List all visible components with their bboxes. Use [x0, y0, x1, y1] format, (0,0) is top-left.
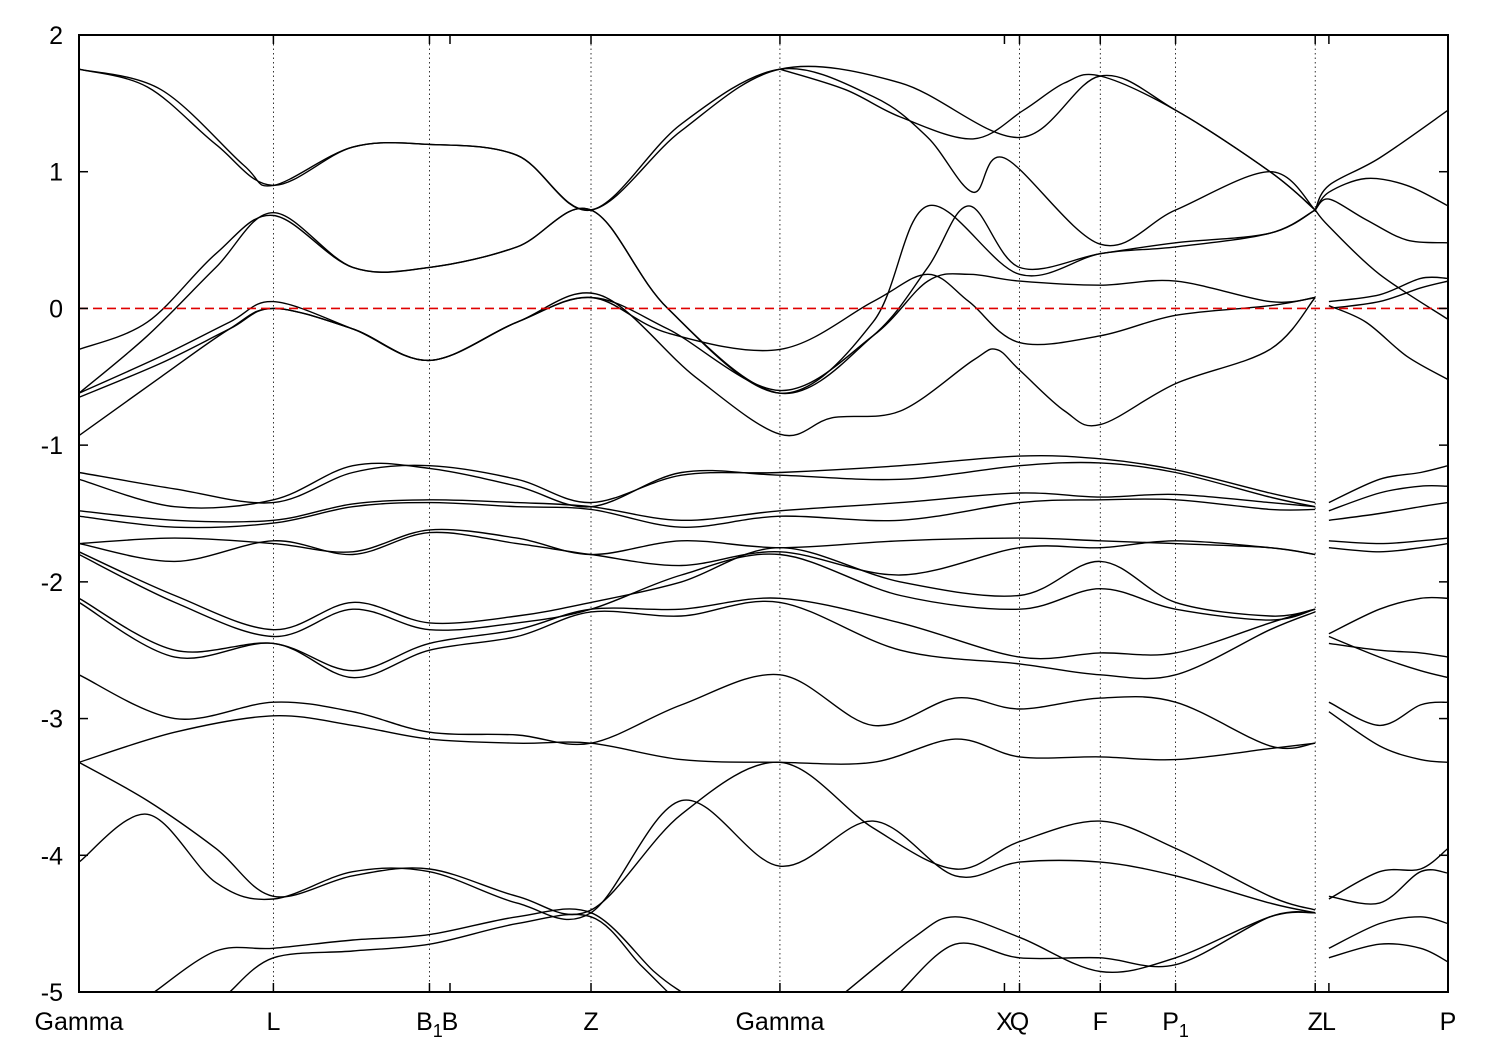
kpoint-label: Gamma: [35, 1008, 124, 1036]
band-line-1: [79, 67, 1316, 247]
kpoint-label-text: Gamma: [35, 1008, 124, 1036]
band-line-22: [79, 546, 1316, 631]
kpoint-label-subscript: 1: [1179, 1021, 1189, 1041]
kpoint-label: P: [1440, 1008, 1457, 1036]
band-line-33: [899, 911, 1316, 992]
high-symmetry-gridlines: [272, 35, 1316, 992]
band-line-32: [845, 911, 1316, 992]
kpoint-label-text: B: [442, 1008, 459, 1036]
kpoint-label: B1: [416, 1008, 443, 1041]
band-line-23: [79, 553, 1316, 638]
band-line-28: [79, 761, 1316, 916]
band-line-38: [1328, 542, 1448, 553]
y-tick-label: 0: [49, 295, 63, 323]
kpoint-label: P1: [1162, 1008, 1189, 1041]
kpoint-label-text: Z: [583, 1008, 598, 1036]
band-line-26: [79, 673, 1316, 750]
band-line-6: [79, 273, 1316, 394]
band-line-19: [79, 498, 1316, 529]
band-line-5: [79, 204, 1316, 394]
kpoint-label: Z: [583, 1008, 598, 1036]
kpoint-label: F: [1093, 1008, 1108, 1036]
kpoint-label: Q: [1010, 1008, 1029, 1036]
band-line-39: [1328, 596, 1448, 635]
kpoint-label-text: X: [996, 1008, 1013, 1036]
kpoint-label-text: Q: [1010, 1008, 1029, 1036]
band-line-2: [79, 65, 1316, 211]
plot-frame: [78, 34, 1449, 993]
band-line-15: [1328, 305, 1448, 381]
band-line-21: [79, 531, 1316, 576]
band-line-24: [79, 597, 1316, 672]
band-line-47: [1328, 943, 1448, 963]
kpoint-label: B: [442, 1008, 459, 1036]
band-line-45: [1328, 869, 1448, 905]
y-tick-label: -5: [41, 979, 63, 1007]
kpoint-label: Z: [1308, 1008, 1323, 1036]
y-tick-label: 2: [49, 22, 63, 50]
y-tick-label: -3: [41, 706, 63, 734]
band-line-40: [1328, 642, 1448, 658]
band-line-17: [79, 461, 1316, 509]
band-line-16: [79, 454, 1316, 504]
band-line-10: [1314, 177, 1448, 211]
band-line-14: [1328, 280, 1448, 310]
band-line-13: [1328, 276, 1448, 303]
band-line-18: [79, 492, 1316, 523]
band-line-4: [79, 205, 1316, 395]
kpoint-label: X: [996, 1008, 1013, 1036]
kpoint-label-text: L: [1322, 1008, 1336, 1036]
band-line-43: [1328, 711, 1448, 763]
y-axis-ticks: 2 1 0 -1 -2 -3 -4 -5: [41, 22, 1448, 1007]
band-line-41: [1328, 635, 1448, 679]
y-tick-label: 1: [49, 159, 63, 187]
band-line-42: [1328, 701, 1448, 727]
band-line-9: [1314, 109, 1448, 211]
band-line-36: [1328, 501, 1448, 521]
kpoint-label: L: [1322, 1008, 1336, 1036]
band-line-44: [1328, 847, 1448, 900]
kpoint-label-text: L: [266, 1008, 280, 1036]
kpoint-label-text: P: [1440, 1008, 1457, 1036]
y-tick-label: -1: [41, 432, 63, 460]
x-axis-ticks: Gamma L B1B Z Gamma XQ F P1 Z L P: [35, 35, 1457, 1041]
y-tick-label: -4: [41, 842, 63, 870]
band-line-37: [1328, 537, 1448, 545]
band-line-30: [153, 908, 682, 992]
band-line-3: [779, 68, 1316, 211]
band-line-29: [79, 799, 1316, 921]
kpoint-label-text: P: [1162, 1008, 1179, 1036]
kpoint-label-text: B: [416, 1008, 433, 1036]
band-line-34: [1328, 465, 1448, 504]
band-line-11: [1314, 198, 1448, 244]
band-line-27: [79, 715, 1316, 765]
band-line-31: [229, 913, 669, 992]
kpoint-label-text: Z: [1308, 1008, 1323, 1036]
band-line-8: [79, 292, 1316, 437]
band-lines: [79, 65, 1448, 992]
band-line-35: [1328, 484, 1448, 512]
band-line-20: [79, 528, 1316, 556]
band-line-12: [1314, 209, 1448, 320]
kpoint-label: L: [266, 1008, 280, 1036]
kpoint-label-text: Gamma: [735, 1008, 824, 1036]
kpoint-label-subscript: 1: [433, 1021, 443, 1041]
kpoint-label-text: F: [1093, 1008, 1108, 1036]
band-line-25: [79, 600, 1316, 680]
kpoint-label: Gamma: [735, 1008, 824, 1036]
band-line-46: [1328, 916, 1448, 949]
y-tick-label: -2: [41, 569, 63, 597]
